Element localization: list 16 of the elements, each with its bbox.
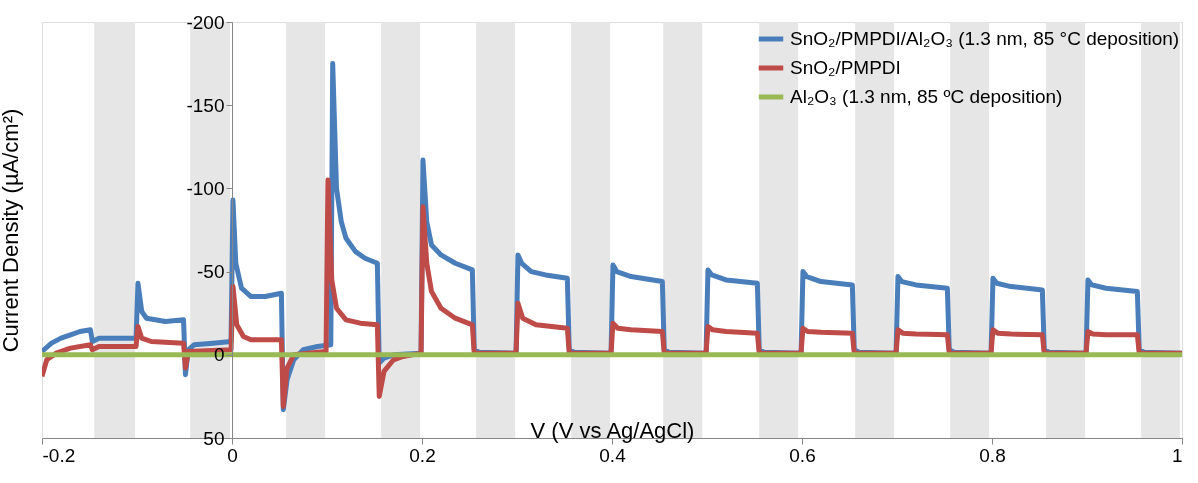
x-axis-title: V (V vs Ag/AgCl) (530, 417, 695, 443)
legend-label: Al₂O₃ (1.3 nm, 85 ºC deposition) (790, 86, 1063, 107)
y-tick-label: -200 (186, 11, 225, 33)
y-tick-label: 50 (203, 427, 225, 449)
y-axis-title: Current Density (µA/cm²) (0, 108, 23, 353)
y-tick-label: -50 (197, 261, 225, 283)
legend-label: SnO₂/PMPDI/Al₂O₃ (1.3 nm, 85 °C deposition) (790, 28, 1180, 49)
x-tick-label: 0.4 (599, 444, 627, 466)
x-tick-label: 1 (1171, 444, 1183, 466)
y-tick-label: -100 (186, 177, 225, 199)
x-tick-label: 0.6 (789, 444, 816, 466)
legend-label: SnO₂/PMPDI (790, 57, 901, 78)
x-tick-label: -0.2 (42, 444, 76, 466)
x-tick-label: 0.8 (979, 444, 1006, 466)
y-tick-label: -150 (186, 94, 225, 116)
x-tick-label: 0.2 (409, 444, 436, 466)
